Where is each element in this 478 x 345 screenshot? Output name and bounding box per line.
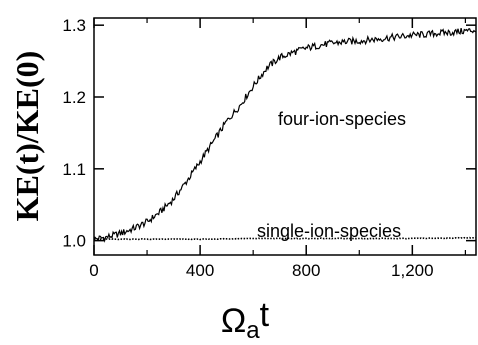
x-tick-label: 800: [292, 261, 320, 280]
x-tick-label: 400: [186, 261, 214, 280]
annotations: four-ion-species single-ion-species: [257, 109, 406, 241]
y-tick-label: 1.1: [62, 160, 86, 179]
annotation-single-ion-species: single-ion-species: [257, 221, 401, 241]
y-axis-label: KE(t)/KE(0): [9, 51, 45, 222]
x-axis-label-main: Ω: [221, 302, 246, 340]
axes: [93, 17, 477, 256]
tick-labels: 0 400 800 1,200 1.0 1.1 1.2 1.3: [62, 16, 433, 280]
ticks: [93, 18, 476, 255]
annotation-four-ion-species: four-ion-species: [278, 109, 406, 129]
y-tick-label: 1.0: [62, 232, 86, 251]
x-axis-label-subscript: a: [246, 317, 260, 344]
plot-frame: [93, 17, 477, 256]
x-tick-label: 0: [89, 261, 98, 280]
x-axis-label: Ωat: [221, 296, 270, 344]
series-line-four-ion-species: [93, 27, 477, 243]
series-line-single-ion-species: [93, 236, 477, 241]
y-tick-label: 1.2: [62, 88, 86, 107]
x-axis-label-tail: t: [260, 296, 270, 334]
series-group: [93, 27, 477, 243]
x-tick-label: 1,200: [391, 261, 434, 280]
y-tick-label: 1.3: [62, 16, 86, 35]
